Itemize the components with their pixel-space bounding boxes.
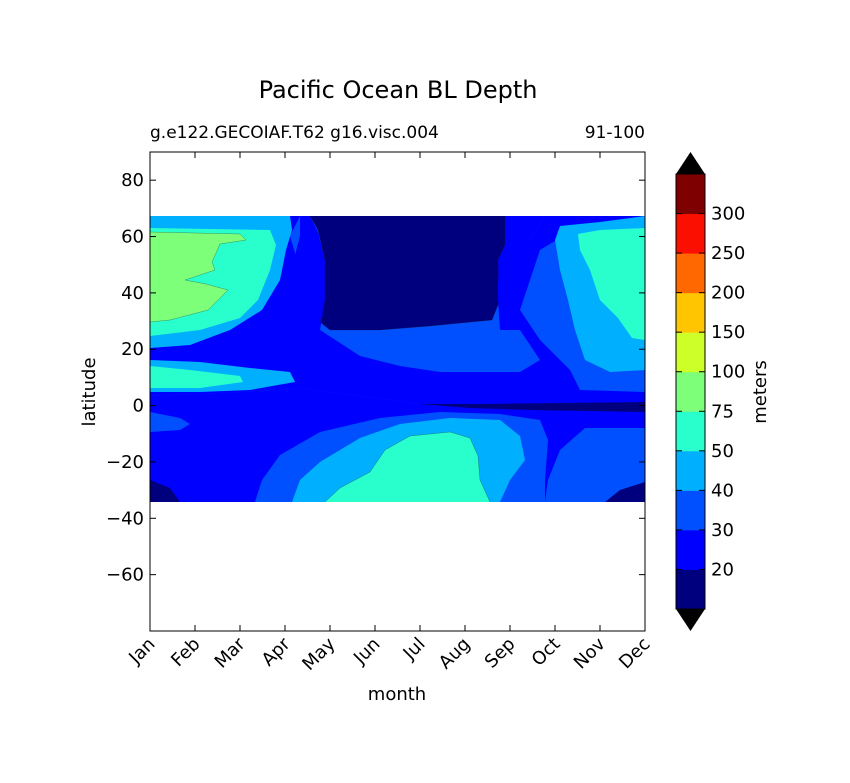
colorbar-swatch bbox=[676, 253, 705, 294]
colorbar-swatch bbox=[676, 332, 705, 373]
colorbar: 20 30 40 50 75 100 150 200 250 300 bbox=[675, 152, 745, 631]
colorbar-extend-under bbox=[676, 609, 705, 631]
y-tick-label: 80 bbox=[121, 170, 144, 191]
colorbar-frame bbox=[675, 173, 706, 610]
x-tick-label: Dec bbox=[615, 634, 654, 673]
contour-nh-50-75-band bbox=[150, 366, 243, 388]
colorbar-tick-label: 30 bbox=[711, 520, 734, 541]
colorbar-swatch bbox=[676, 529, 705, 570]
contour-sw-lt20 bbox=[150, 480, 180, 502]
x-tick-label: Mar bbox=[211, 633, 250, 672]
colorbar-tick-label: 75 bbox=[711, 401, 734, 422]
colorbar-swatch bbox=[676, 292, 705, 333]
y-axis: −60 −40 −20 0 20 40 60 80 bbox=[106, 170, 645, 586]
contour-nh-edge-right bbox=[498, 216, 545, 330]
colorbar-label: meters bbox=[750, 360, 771, 424]
x-tick-label: Jun bbox=[349, 634, 384, 669]
colorbar-tick-label: 20 bbox=[711, 559, 734, 580]
colorbar-swatch bbox=[676, 490, 705, 531]
contour-se-lt20 bbox=[605, 482, 645, 502]
y-tick-label: 60 bbox=[121, 227, 144, 248]
colorbar-swatch bbox=[676, 371, 705, 412]
plot-frame bbox=[149, 151, 646, 632]
x-tick-label: May bbox=[298, 633, 339, 674]
y-tick-label: 20 bbox=[121, 339, 144, 360]
contour-nh-50-75-right bbox=[578, 228, 645, 340]
x-tick-label: Feb bbox=[167, 634, 204, 671]
chart-subtitle-right: 91-100 bbox=[585, 123, 645, 143]
colorbar-tick-label: 50 bbox=[711, 441, 734, 462]
contour-sh-50-75 bbox=[325, 432, 490, 502]
y-tick-label: 0 bbox=[133, 396, 144, 417]
x-axis-label: month bbox=[368, 684, 426, 705]
contour-eq-lt20 bbox=[420, 402, 645, 412]
chart-title: Pacific Ocean BL Depth bbox=[259, 76, 538, 104]
colorbar-swatch bbox=[676, 569, 705, 610]
x-tick-label: Jan bbox=[124, 634, 159, 669]
x-tick-label: Oct bbox=[528, 634, 565, 671]
y-tick-label: −60 bbox=[106, 565, 144, 586]
contour-field bbox=[150, 215, 645, 503]
y-tick-label: 40 bbox=[121, 283, 144, 304]
colorbar-extend-over bbox=[676, 152, 705, 174]
x-tick-label: Jul bbox=[399, 634, 430, 665]
colorbar-swatch bbox=[676, 174, 705, 215]
x-tick-label: Sep bbox=[481, 634, 520, 673]
colorbar-tick-label: 250 bbox=[711, 243, 745, 264]
y-tick-label: −40 bbox=[106, 508, 144, 529]
y-axis-label: latitude bbox=[79, 357, 100, 426]
colorbar-swatch bbox=[676, 213, 705, 254]
colorbar-swatch bbox=[676, 450, 705, 491]
colorbar-tick-label: 100 bbox=[711, 362, 745, 383]
chart-subtitle-left: g.e122.GECOIAF.T62 g16.visc.004 bbox=[150, 123, 439, 143]
colorbar-tick-label: 200 bbox=[711, 283, 745, 304]
contour-lines bbox=[150, 215, 506, 503]
y-tick-label: −20 bbox=[106, 452, 144, 473]
contour-nh-75-100 bbox=[150, 232, 246, 322]
contour-nh-lt20 bbox=[310, 216, 505, 330]
colorbar-tick-label: 300 bbox=[711, 204, 745, 225]
colorbar-tick-label: 40 bbox=[711, 480, 734, 501]
x-tick-label: Nov bbox=[570, 633, 610, 673]
x-tick-label: Apr bbox=[258, 633, 295, 670]
x-tick-label: Aug bbox=[435, 634, 475, 674]
colorbar-tick-label: 150 bbox=[711, 322, 745, 343]
contour-nh-edge bbox=[275, 216, 325, 335]
colorbar-swatch bbox=[676, 411, 705, 452]
